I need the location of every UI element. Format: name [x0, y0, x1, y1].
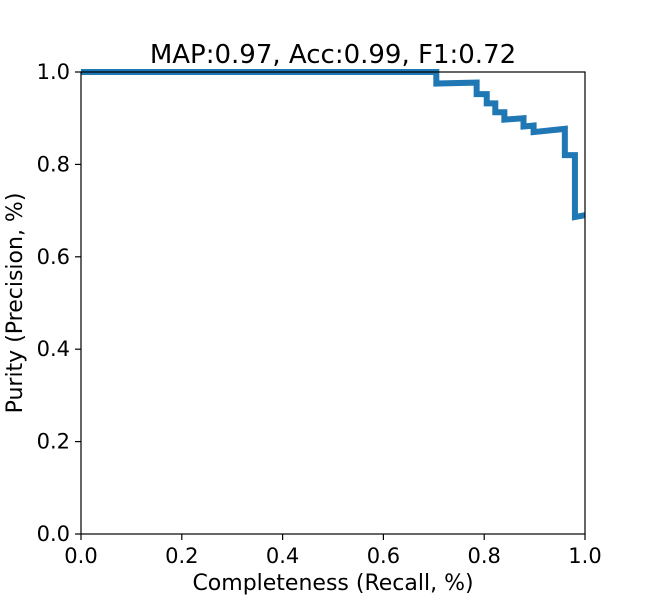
x-tick-label: 0.8: [467, 544, 500, 568]
series-line: [81, 69, 586, 221]
chart-title: MAP:0.97, Acc:0.99, F1:0.72: [150, 40, 516, 70]
x-tick-label: 0.2: [165, 544, 198, 568]
x-tick-label: 0.6: [367, 544, 400, 568]
x-tick-label: 0.0: [64, 544, 97, 568]
x-tick-label: 0.4: [266, 544, 299, 568]
y-tick-label: 0.8: [37, 152, 70, 176]
y-tick-label: 1.0: [37, 60, 70, 84]
plot-area: [80, 69, 586, 535]
y-axis-ticks: 0.0 0.2 0.4 0.6 0.8 1.0: [37, 60, 81, 546]
y-axis-label: Purity (Precision, %): [3, 193, 28, 414]
plot-frame: [80, 71, 586, 535]
x-tick-label: 1.0: [568, 544, 601, 568]
y-tick-label: 0.6: [37, 245, 70, 269]
y-tick-label: 0.0: [37, 522, 70, 546]
x-axis-label: Completeness (Recall, %): [192, 571, 473, 596]
y-tick-label: 0.2: [37, 430, 70, 454]
y-tick-label: 0.4: [37, 337, 70, 361]
x-axis-ticks: 0.0 0.2 0.4 0.6 0.8 1.0: [64, 534, 602, 568]
